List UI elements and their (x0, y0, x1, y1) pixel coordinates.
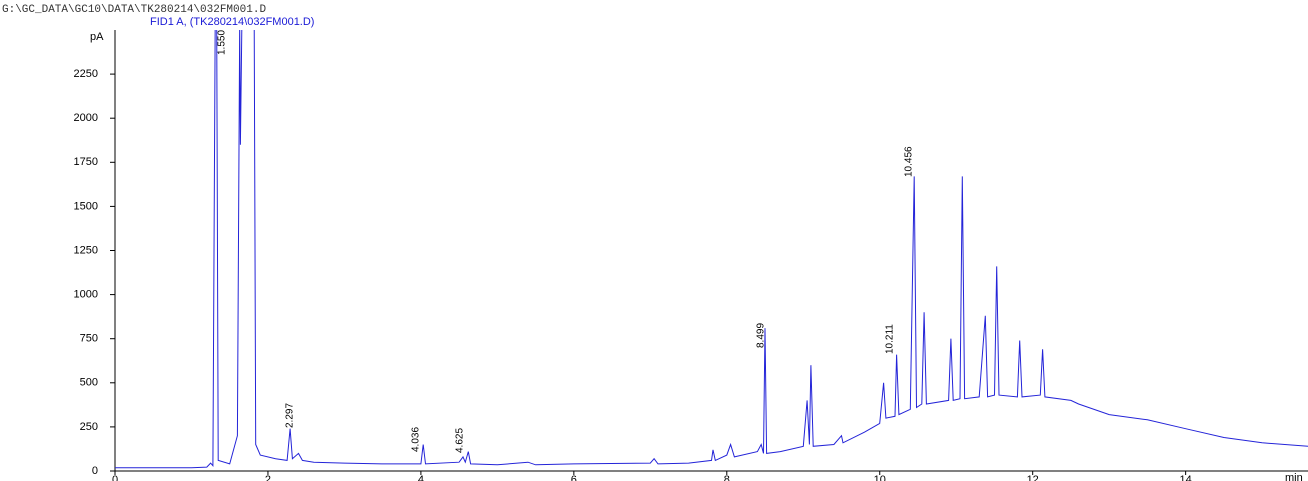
trace (115, 30, 1308, 469)
x-tick-label: 6 (571, 474, 577, 481)
y-tick-label: 1500 (74, 200, 98, 212)
peak-label: 10.211 (885, 324, 896, 354)
x-tick-label: 12 (1027, 474, 1039, 481)
y-tick-label: 500 (80, 377, 98, 389)
plot-area (115, 30, 1308, 469)
y-tick-label: 750 (80, 333, 98, 345)
y-axis-label: pA (90, 31, 104, 43)
peak-label: 1.550 (217, 30, 228, 55)
x-tick-label: 2 (265, 474, 271, 481)
x-tick-label: 8 (724, 474, 730, 481)
x-tick-label: 10 (874, 474, 886, 481)
y-tick-label: 1000 (74, 289, 98, 301)
y-tick-label: 250 (80, 421, 98, 433)
file-path: G:\GC_DATA\GC10\DATA\TK280214\032FM001.D (2, 4, 266, 16)
peak-label: 4.036 (411, 427, 422, 452)
x-tick-label: 14 (1180, 474, 1192, 481)
x-axis-label: min (1285, 472, 1303, 481)
peak-label: 4.625 (455, 428, 466, 453)
signal-name: FID1 A, (TK280214\032FM001.D) (150, 16, 314, 28)
y-tick-label: 0 (92, 465, 98, 477)
x-tick-label: 0 (112, 474, 118, 481)
peak-label: 8.499 (756, 323, 767, 348)
y-tick-label: 2250 (74, 68, 98, 80)
x-tick-label: 4 (418, 474, 424, 481)
y-tick-label: 2000 (74, 112, 98, 124)
y-tick-label: 1250 (74, 244, 98, 256)
peak-label: 2.297 (285, 403, 296, 428)
peak-label: 10.456 (904, 146, 915, 177)
y-tick-label: 1750 (74, 156, 98, 168)
